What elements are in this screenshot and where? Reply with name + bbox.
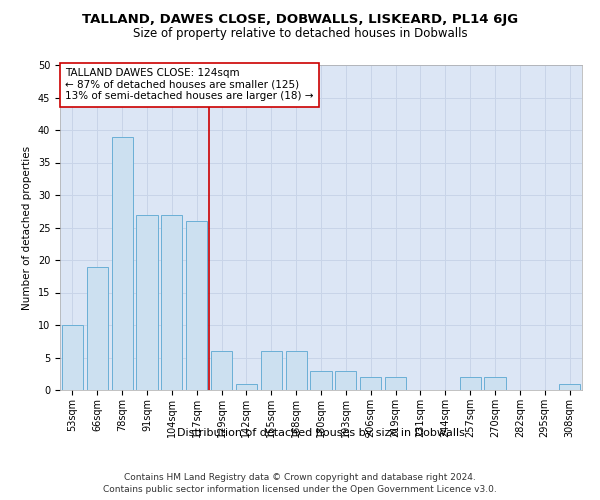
Text: TALLAND, DAWES CLOSE, DOBWALLS, LISKEARD, PL14 6JG: TALLAND, DAWES CLOSE, DOBWALLS, LISKEARD… <box>82 12 518 26</box>
Bar <box>385 377 406 390</box>
Bar <box>211 351 232 390</box>
Bar <box>360 377 381 390</box>
Bar <box>236 384 257 390</box>
Y-axis label: Number of detached properties: Number of detached properties <box>22 146 32 310</box>
Bar <box>186 221 207 390</box>
Text: Size of property relative to detached houses in Dobwalls: Size of property relative to detached ho… <box>133 28 467 40</box>
Bar <box>335 370 356 390</box>
Text: Contains HM Land Registry data © Crown copyright and database right 2024.
Contai: Contains HM Land Registry data © Crown c… <box>103 472 497 494</box>
Text: TALLAND DAWES CLOSE: 124sqm
← 87% of detached houses are smaller (125)
13% of se: TALLAND DAWES CLOSE: 124sqm ← 87% of det… <box>65 68 314 102</box>
Bar <box>62 325 83 390</box>
Bar <box>261 351 282 390</box>
Bar <box>310 370 332 390</box>
Bar <box>136 214 158 390</box>
Bar <box>460 377 481 390</box>
Bar <box>112 136 133 390</box>
Bar <box>286 351 307 390</box>
Text: Distribution of detached houses by size in Dobwalls: Distribution of detached houses by size … <box>177 428 465 438</box>
Bar <box>87 266 108 390</box>
Bar <box>484 377 506 390</box>
Bar <box>161 214 182 390</box>
Bar <box>559 384 580 390</box>
